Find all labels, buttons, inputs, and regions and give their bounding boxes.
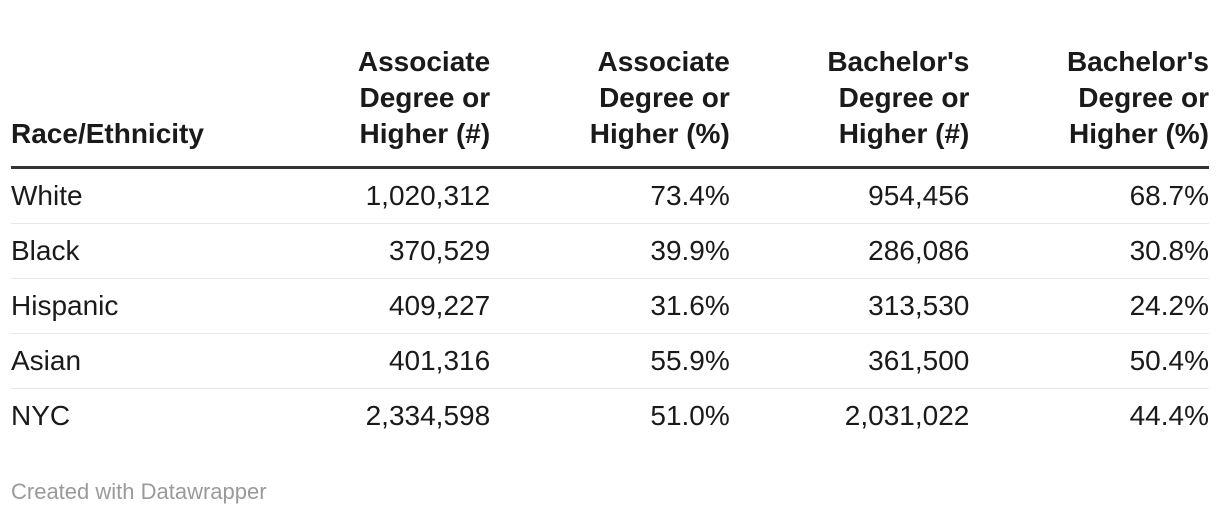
cell-associate-percent: 73.4% xyxy=(490,167,730,224)
table-row-nyc: NYC 2,334,598 51.0% 2,031,022 44.4% xyxy=(11,389,1209,444)
header-row: Race/Ethnicity Associate Degree or Highe… xyxy=(11,0,1209,169)
cell-race: NYC xyxy=(11,400,71,431)
cell-associate-number: 1,020,312 xyxy=(250,167,491,224)
column-header-associate-percent: Associate Degree or Higher (%) xyxy=(490,0,730,169)
cell-race: Black xyxy=(11,223,251,279)
cell-bachelors-number: 313,530 xyxy=(729,278,970,334)
cell-associate-number: 401,316 xyxy=(250,333,491,389)
cell-associate-percent: 51.0% xyxy=(650,400,730,431)
education-attainment-table: Race/Ethnicity Associate Degree or Highe… xyxy=(11,0,1209,443)
cell-bachelors-number: 286,086 xyxy=(729,223,970,279)
cell-associate-number: 409,227 xyxy=(250,278,491,334)
column-header-bachelors-percent: Bachelor's Degree or Higher (%) xyxy=(969,0,1209,169)
cell-bachelors-percent: 24.2% xyxy=(969,278,1209,334)
cell-associate-percent: 39.9% xyxy=(490,223,730,279)
cell-associate-number: 2,334,598 xyxy=(365,400,491,431)
datawrapper-table-embed: Race/Ethnicity Associate Degree or Highe… xyxy=(11,0,1209,504)
cell-bachelors-percent: 30.8% xyxy=(969,223,1209,279)
table-row-asian: Asian 401,316 55.9% 361,500 50.4% xyxy=(11,333,1209,389)
cell-race: Asian xyxy=(11,333,251,389)
cell-bachelors-number: 2,031,022 xyxy=(844,400,970,431)
cell-bachelors-percent: 50.4% xyxy=(969,333,1209,389)
column-header-associate-number: Associate Degree or Higher (#) xyxy=(250,0,491,169)
table-body: White 1,020,312 73.4% 954,456 68.7% Blac… xyxy=(11,167,1209,444)
cell-bachelors-number: 361,500 xyxy=(729,333,970,389)
column-header-race-ethnicity: Race/Ethnicity xyxy=(11,0,251,169)
cell-race: White xyxy=(11,167,251,224)
cell-race: Hispanic xyxy=(11,278,251,334)
table-header: Race/Ethnicity Associate Degree or Highe… xyxy=(11,0,1209,169)
cell-bachelors-percent: 44.4% xyxy=(1129,400,1209,431)
cell-bachelors-number: 954,456 xyxy=(729,167,970,224)
column-header-bachelors-number: Bachelor's Degree or Higher (#) xyxy=(729,0,970,169)
table-row-black: Black 370,529 39.9% 286,086 30.8% xyxy=(11,223,1209,279)
cell-associate-percent: 31.6% xyxy=(490,278,730,334)
table-row-white: White 1,020,312 73.4% 954,456 68.7% xyxy=(11,167,1209,224)
datawrapper-credit-link[interactable]: Created with Datawrapper xyxy=(11,479,267,504)
cell-bachelors-percent: 68.7% xyxy=(969,167,1209,224)
cell-associate-percent: 55.9% xyxy=(490,333,730,389)
cell-associate-number: 370,529 xyxy=(250,223,491,279)
table-row-hispanic: Hispanic 409,227 31.6% 313,530 24.2% xyxy=(11,278,1209,334)
